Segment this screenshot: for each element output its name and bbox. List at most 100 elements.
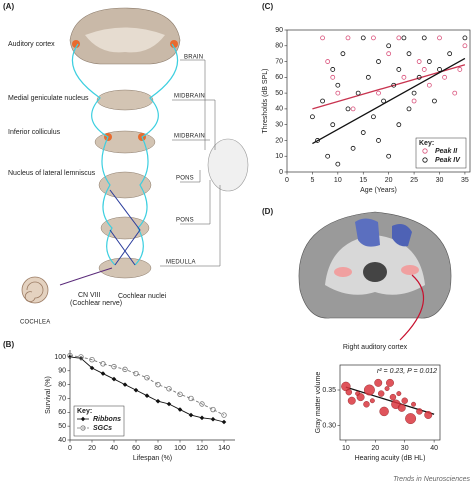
point xyxy=(437,35,442,41)
x-tick-label: 40 xyxy=(110,445,118,452)
structure-label: Inferior colliculus xyxy=(8,129,61,136)
legend-label: Peak II xyxy=(435,148,458,155)
y-axis-label: Gray matter volume xyxy=(315,372,322,434)
point xyxy=(335,90,341,96)
point xyxy=(376,138,381,143)
point xyxy=(347,396,356,405)
brain-label: Right auditory cortex xyxy=(343,344,408,351)
point xyxy=(384,386,390,392)
point xyxy=(177,407,183,412)
point xyxy=(371,35,376,41)
pathway xyxy=(109,189,141,266)
point xyxy=(310,114,315,120)
activation-blue xyxy=(355,218,380,247)
y-tick-label: 10 xyxy=(275,153,283,160)
level-label: PONS xyxy=(176,176,194,182)
point xyxy=(340,51,346,57)
point xyxy=(426,82,432,88)
legend-box xyxy=(73,405,125,437)
point xyxy=(188,412,194,418)
point xyxy=(386,51,392,57)
point xyxy=(360,35,366,41)
point xyxy=(320,98,325,104)
x-tick-label: 30 xyxy=(436,177,444,184)
point xyxy=(396,122,402,128)
x-tick-label: 80 xyxy=(154,445,162,452)
y-tick-label: 40 xyxy=(58,437,66,444)
point xyxy=(345,106,351,112)
nerve-label: CN VIII xyxy=(78,292,101,299)
legend-label: SGCs xyxy=(93,425,112,432)
point xyxy=(396,67,402,72)
pons-slice xyxy=(98,171,152,199)
point xyxy=(100,371,106,376)
x-tick-label: 10 xyxy=(342,445,350,452)
activation-blue xyxy=(392,224,412,247)
point xyxy=(122,366,128,373)
x-tick-label: 20 xyxy=(385,177,393,184)
x-axis-label: Lifespan (%) xyxy=(133,455,172,462)
point xyxy=(144,374,150,381)
point xyxy=(335,161,341,167)
point xyxy=(325,59,331,64)
panel-label: (D) xyxy=(262,207,273,216)
point xyxy=(221,419,227,425)
level-label: MEDULLA xyxy=(166,260,196,266)
ventricle xyxy=(363,262,387,282)
y-tick-label: 80 xyxy=(58,381,66,388)
point xyxy=(210,416,216,422)
x-tick-label: 20 xyxy=(88,445,96,452)
y-tick-label: 50 xyxy=(58,423,66,430)
y-tick-label: 0.30 xyxy=(322,423,336,430)
point xyxy=(401,397,408,404)
y-tick-label: 0 xyxy=(279,169,283,176)
point xyxy=(355,90,361,96)
cortex-right xyxy=(170,40,178,48)
legend-title: Key: xyxy=(77,408,92,415)
y-tick-label: 40 xyxy=(275,106,283,113)
point xyxy=(320,35,325,41)
point xyxy=(377,390,385,397)
point xyxy=(391,82,397,88)
nuclei-label: Cochlear nuclei xyxy=(118,293,167,300)
leader-lines xyxy=(160,59,221,267)
point xyxy=(411,90,417,96)
legend-title: Key: xyxy=(419,140,434,147)
point xyxy=(133,387,139,393)
legend-label: Peak IV xyxy=(435,157,461,164)
y-tick-label: 90 xyxy=(58,368,66,375)
structure-label: Auditory cortex xyxy=(8,41,55,48)
point xyxy=(432,98,437,104)
cochlea xyxy=(21,276,49,304)
point xyxy=(315,138,320,143)
point xyxy=(405,413,417,425)
point xyxy=(406,106,412,112)
x-tick-label: 25 xyxy=(410,177,418,184)
point xyxy=(155,398,161,404)
point xyxy=(426,59,432,64)
series-line xyxy=(69,355,225,416)
structure-label: Medial geniculate nucleus xyxy=(8,95,89,102)
point xyxy=(406,51,412,57)
y-axis-label: Thresholds (dB SPL) xyxy=(262,69,269,134)
point xyxy=(422,157,428,163)
point xyxy=(345,35,351,41)
x-tick-label: 40 xyxy=(430,445,438,452)
cochlea-spiral xyxy=(24,281,44,302)
x-tick-label: 0 xyxy=(68,445,72,452)
point xyxy=(447,51,453,57)
point xyxy=(111,363,117,370)
plot-frame xyxy=(286,29,471,173)
y-tick-label: 30 xyxy=(275,122,283,129)
y-tick-label: 20 xyxy=(275,137,283,144)
point xyxy=(325,153,331,159)
point xyxy=(67,352,73,359)
organ-label: COCHLEA xyxy=(20,320,50,326)
point xyxy=(379,406,389,417)
panel-label: (B) xyxy=(3,340,14,349)
level-label: BRAIN xyxy=(184,55,203,61)
point xyxy=(221,412,227,418)
plot-frame xyxy=(339,364,441,441)
point xyxy=(330,67,336,72)
point xyxy=(199,415,205,421)
